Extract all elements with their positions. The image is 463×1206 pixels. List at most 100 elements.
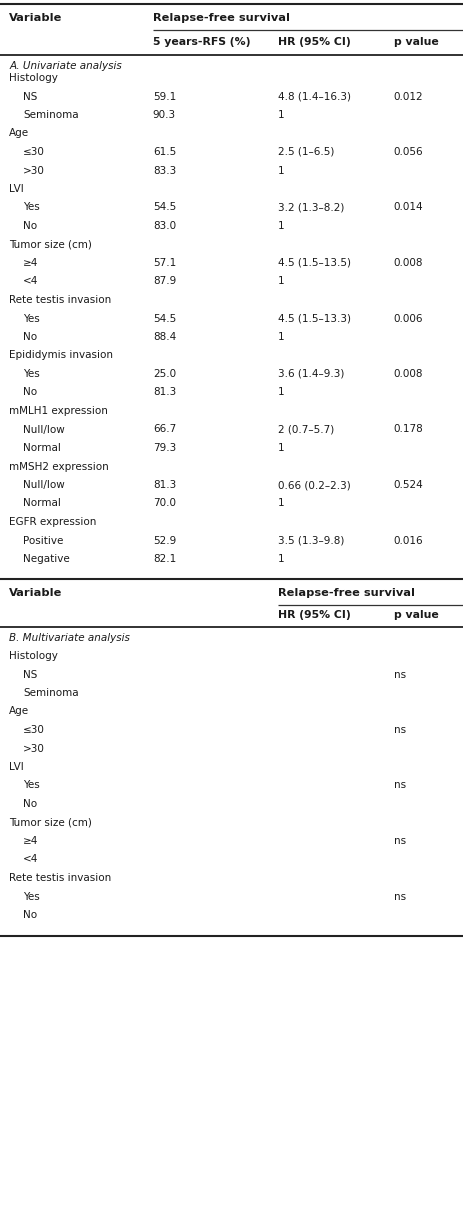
Text: 81.3: 81.3	[153, 480, 176, 490]
Text: Relapse-free survival: Relapse-free survival	[278, 589, 415, 598]
Text: 1: 1	[278, 387, 284, 398]
Text: 61.5: 61.5	[153, 147, 176, 157]
Text: NS: NS	[23, 669, 38, 679]
Text: 59.1: 59.1	[153, 92, 176, 101]
Text: 0.006: 0.006	[394, 314, 423, 323]
Text: Epididymis invasion: Epididymis invasion	[9, 351, 113, 361]
Text: 66.7: 66.7	[153, 425, 176, 434]
Text: Rete testis invasion: Rete testis invasion	[9, 295, 112, 305]
Text: 1: 1	[278, 332, 284, 343]
Text: 1: 1	[278, 276, 284, 287]
Text: 81.3: 81.3	[153, 387, 176, 398]
Text: Null/low: Null/low	[23, 425, 65, 434]
Text: Positive: Positive	[23, 535, 63, 545]
Text: No: No	[23, 221, 38, 232]
Text: Rete testis invasion: Rete testis invasion	[9, 873, 112, 883]
Text: 1: 1	[278, 443, 284, 453]
Text: 88.4: 88.4	[153, 332, 176, 343]
Text: mMSH2 expression: mMSH2 expression	[9, 462, 109, 472]
Text: 4.8 (1.4–16.3): 4.8 (1.4–16.3)	[278, 92, 351, 101]
Text: 25.0: 25.0	[153, 369, 176, 379]
Text: 4.5 (1.5–13.3): 4.5 (1.5–13.3)	[278, 314, 351, 323]
Text: Histology: Histology	[9, 651, 58, 661]
Text: 4.5 (1.5–13.5): 4.5 (1.5–13.5)	[278, 258, 351, 268]
Text: p value: p value	[394, 610, 438, 621]
Text: 0.056: 0.056	[394, 147, 423, 157]
Text: ns: ns	[394, 836, 406, 845]
Text: Seminoma: Seminoma	[23, 110, 79, 121]
Text: Tumor size (cm): Tumor size (cm)	[9, 240, 92, 250]
Text: 0.014: 0.014	[394, 203, 423, 212]
Text: Variable: Variable	[9, 13, 63, 23]
Text: Age: Age	[9, 707, 29, 716]
Text: ≤30: ≤30	[23, 725, 45, 734]
Text: HR (95% CI): HR (95% CI)	[278, 37, 350, 47]
Text: Yes: Yes	[23, 780, 40, 790]
Text: 83.0: 83.0	[153, 221, 176, 232]
Text: Negative: Negative	[23, 554, 70, 564]
Text: LVI: LVI	[9, 185, 24, 194]
Text: 52.9: 52.9	[153, 535, 176, 545]
Text: B. Multivariate analysis: B. Multivariate analysis	[9, 632, 130, 643]
Text: 1: 1	[278, 221, 284, 232]
Text: 0.008: 0.008	[394, 369, 423, 379]
Text: 90.3: 90.3	[153, 110, 176, 121]
Text: A. Univariate analysis: A. Univariate analysis	[9, 62, 122, 71]
Text: 3.5 (1.3–9.8): 3.5 (1.3–9.8)	[278, 535, 344, 545]
Text: 87.9: 87.9	[153, 276, 176, 287]
Text: 83.3: 83.3	[153, 165, 176, 176]
Text: Histology: Histology	[9, 74, 58, 83]
Text: 0.012: 0.012	[394, 92, 423, 101]
Text: LVI: LVI	[9, 762, 24, 772]
Text: 2 (0.7–5.7): 2 (0.7–5.7)	[278, 425, 334, 434]
Text: 54.5: 54.5	[153, 314, 176, 323]
Text: 3.6 (1.4–9.3): 3.6 (1.4–9.3)	[278, 369, 344, 379]
Text: Yes: Yes	[23, 369, 40, 379]
Text: HR (95% CI): HR (95% CI)	[278, 610, 350, 621]
Text: Relapse-free survival: Relapse-free survival	[153, 13, 290, 23]
Text: Yes: Yes	[23, 203, 40, 212]
Text: 54.5: 54.5	[153, 203, 176, 212]
Text: 0.178: 0.178	[394, 425, 423, 434]
Text: 1: 1	[278, 498, 284, 509]
Text: p value: p value	[394, 37, 438, 47]
Text: ≤30: ≤30	[23, 147, 45, 157]
Text: 1: 1	[278, 165, 284, 176]
Text: EGFR expression: EGFR expression	[9, 517, 97, 527]
Text: 70.0: 70.0	[153, 498, 176, 509]
Text: ns: ns	[394, 891, 406, 902]
Text: Normal: Normal	[23, 443, 61, 453]
Text: No: No	[23, 387, 38, 398]
Text: ns: ns	[394, 780, 406, 790]
Text: NS: NS	[23, 92, 38, 101]
Text: >30: >30	[23, 165, 45, 176]
Text: Null/low: Null/low	[23, 480, 65, 490]
Text: No: No	[23, 911, 38, 920]
Text: No: No	[23, 800, 38, 809]
Text: 1: 1	[278, 110, 284, 121]
Text: 0.524: 0.524	[394, 480, 423, 490]
Text: Age: Age	[9, 129, 29, 139]
Text: 57.1: 57.1	[153, 258, 176, 268]
Text: Normal: Normal	[23, 498, 61, 509]
Text: ns: ns	[394, 669, 406, 679]
Text: ≥4: ≥4	[23, 258, 38, 268]
Text: 2.5 (1–6.5): 2.5 (1–6.5)	[278, 147, 334, 157]
Text: Yes: Yes	[23, 314, 40, 323]
Text: 82.1: 82.1	[153, 554, 176, 564]
Text: ≥4: ≥4	[23, 836, 38, 845]
Text: >30: >30	[23, 744, 45, 754]
Text: Seminoma: Seminoma	[23, 687, 79, 698]
Text: 3.2 (1.3–8.2): 3.2 (1.3–8.2)	[278, 203, 344, 212]
Text: 0.66 (0.2–2.3): 0.66 (0.2–2.3)	[278, 480, 350, 490]
Text: ns: ns	[394, 725, 406, 734]
Text: <4: <4	[23, 855, 38, 865]
Text: 1: 1	[278, 554, 284, 564]
Text: Yes: Yes	[23, 891, 40, 902]
Text: mMLH1 expression: mMLH1 expression	[9, 406, 108, 416]
Text: No: No	[23, 332, 38, 343]
Text: 79.3: 79.3	[153, 443, 176, 453]
Text: 0.016: 0.016	[394, 535, 423, 545]
Text: <4: <4	[23, 276, 38, 287]
Text: 0.008: 0.008	[394, 258, 423, 268]
